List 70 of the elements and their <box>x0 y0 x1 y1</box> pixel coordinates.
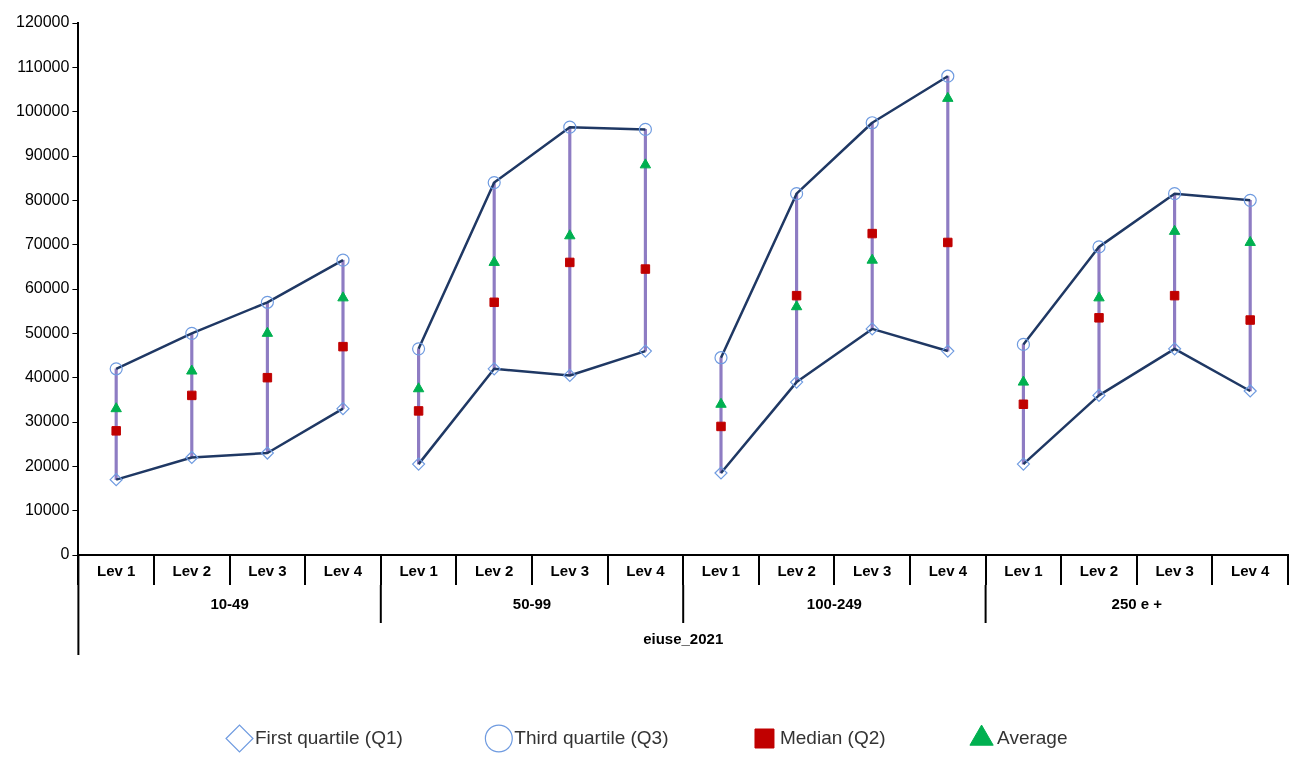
point <box>337 291 349 302</box>
point <box>413 406 424 416</box>
point <box>866 253 878 264</box>
point <box>110 402 122 413</box>
point <box>639 158 652 169</box>
x-tick-label: Lev 2 <box>1079 562 1119 580</box>
y-tick-label: 40000 <box>24 368 70 386</box>
legend-label: Third quartile (Q3) <box>514 726 669 748</box>
text: 50-99 <box>512 595 552 613</box>
x-tick-label: Lev 2 <box>475 562 514 580</box>
text: 100-249 <box>806 595 862 613</box>
point <box>565 257 575 268</box>
point <box>1168 224 1181 235</box>
y-tick-label: 100000 <box>16 102 70 120</box>
x-tick-label: Lev 4 <box>323 562 363 580</box>
point <box>262 372 273 383</box>
x-tick-label: Lev 3 <box>550 562 589 580</box>
x-tick-label: Lev 1 <box>399 562 438 580</box>
point <box>488 255 500 266</box>
legend-label: Average <box>997 726 1068 748</box>
text: 250 e + <box>1111 595 1163 613</box>
y-tick-label: 70000 <box>24 235 70 253</box>
x-tick-label: Lev 1 <box>1004 562 1043 580</box>
x-tick-label: Lev 2 <box>777 562 816 580</box>
point <box>1244 235 1256 246</box>
point <box>791 290 802 301</box>
y-tick-label: 20000 <box>24 456 70 474</box>
point <box>715 397 727 408</box>
point <box>564 229 576 240</box>
point <box>1093 291 1105 302</box>
x-tick-label: Lev 1 <box>97 562 136 580</box>
x-tick-label: Lev 1 <box>701 562 741 580</box>
point <box>790 300 803 311</box>
x-tick-label: Lev 2 <box>172 562 211 580</box>
point <box>867 228 877 239</box>
point <box>1018 399 1029 410</box>
y-tick-label: 120000 <box>16 13 70 31</box>
point <box>1017 375 1030 386</box>
point <box>1094 313 1104 323</box>
point <box>1169 290 1180 301</box>
y-tick-label: 0 <box>60 545 70 563</box>
x-tick-label: Lev 4 <box>1231 562 1271 580</box>
y-tick-label: 60000 <box>24 279 70 297</box>
point <box>489 297 499 308</box>
y-tick-label: 110000 <box>17 57 70 75</box>
y-tick-label: 50000 <box>24 323 70 341</box>
x-tick-label: Lev 3 <box>1155 562 1194 580</box>
x-tick-label: Lev 3 <box>248 562 287 580</box>
y-tick-label: 90000 <box>24 146 70 164</box>
point <box>716 421 726 432</box>
point <box>640 264 651 274</box>
x-tick-label: Lev 3 <box>853 562 892 580</box>
legend-label: Median (Q2) <box>779 726 886 748</box>
point <box>1245 315 1255 325</box>
x-tick-label: Lev 4 <box>626 562 666 580</box>
point <box>943 237 953 248</box>
point <box>338 341 348 352</box>
point <box>942 91 954 102</box>
y-tick-label: 30000 <box>24 412 70 430</box>
text: 10-49 <box>210 595 249 613</box>
point <box>186 364 198 375</box>
point <box>412 382 425 393</box>
x-tick-label: Lev 4 <box>928 562 968 580</box>
point <box>111 426 121 436</box>
y-tick-label: 80000 <box>24 190 70 208</box>
point <box>187 390 197 401</box>
point <box>261 326 274 337</box>
x-axis-title: eiuse_2021 <box>643 630 724 648</box>
legend-label: First quartile (Q1) <box>255 726 403 748</box>
y-tick-label: 10000 <box>24 501 70 519</box>
